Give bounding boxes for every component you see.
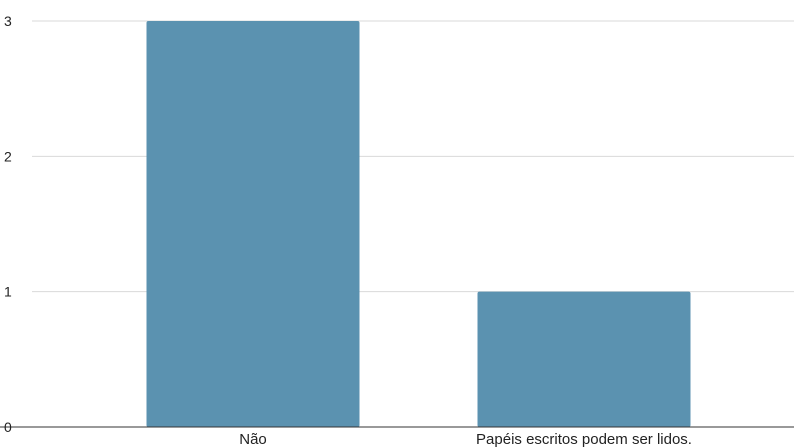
x-axis-categories: Não Papéis escritos podem ser lidos.: [239, 431, 692, 448]
bars: [146, 21, 691, 427]
y-axis-ticks: 0 1 2 3: [4, 13, 12, 435]
y-tick-label: 0: [4, 419, 12, 435]
y-tick-label: 1: [4, 284, 12, 300]
x-category-label: Não: [239, 431, 267, 448]
grid-lines: [32, 20, 794, 293]
x-category-label: Papéis escritos podem ser lidos.: [476, 431, 692, 448]
y-tick-label: 3: [4, 13, 12, 29]
y-tick-label: 2: [4, 148, 12, 164]
bar-1: [477, 291, 691, 427]
bar-0: [146, 21, 360, 427]
